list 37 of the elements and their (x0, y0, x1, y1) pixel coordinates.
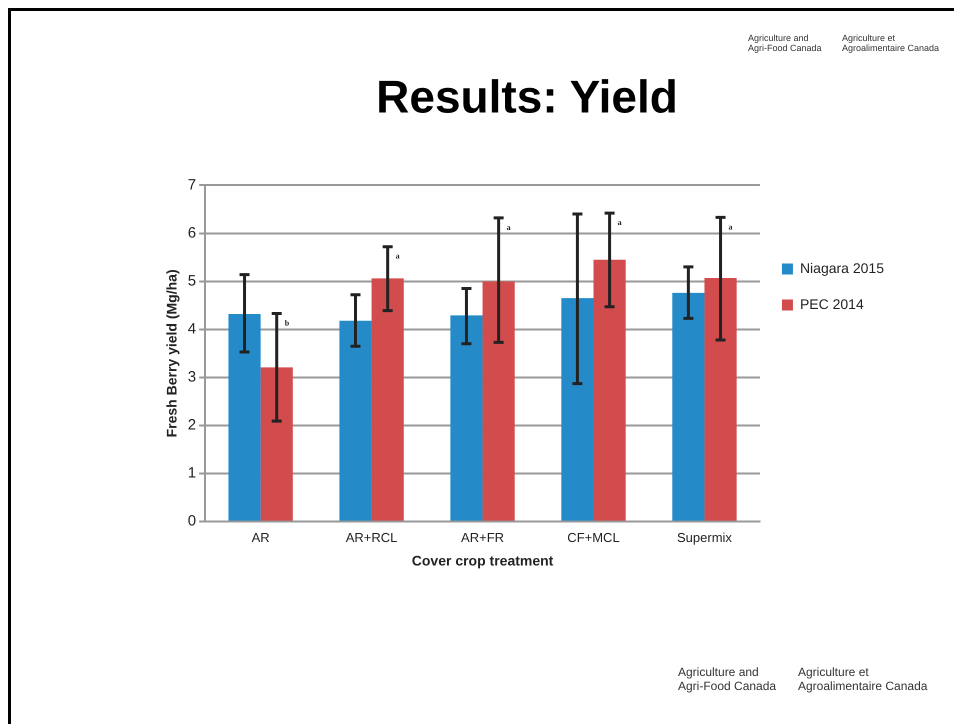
bar (372, 278, 404, 521)
text: Agriculture et Agroalimentaire Canada (798, 665, 928, 693)
annotation: b (284, 318, 290, 328)
bar (482, 281, 515, 521)
y-tick-label: 4 (188, 320, 196, 338)
annotation: a (728, 222, 733, 232)
x-axis-title: Cover crop treatment (412, 552, 554, 568)
bar (260, 367, 293, 521)
bar (672, 292, 704, 521)
annotation: a (618, 218, 622, 228)
y-axis-title: Fresh Berry yield (Mg/ha) (163, 269, 180, 438)
bar (450, 315, 483, 521)
y-tick-label: 3 (188, 368, 196, 386)
chart-title: Results: Yield (376, 70, 678, 122)
x-tick-label: Supermix (677, 530, 732, 545)
text: Agriculture and Agri-Food Canada (678, 665, 778, 693)
x-tick-label: CF+MCL (567, 530, 620, 545)
y-tick-label: 2 (188, 416, 196, 434)
y-tick-label: 5 (188, 272, 196, 290)
legend-label: PEC 2014 (800, 296, 864, 312)
annotation: a (396, 252, 400, 261)
bar (704, 278, 737, 521)
bar (228, 314, 261, 521)
legend-label: Niagara 2015 (800, 260, 884, 276)
annotation: a (506, 222, 511, 232)
text: Agriculture and Agri-Food Canada (748, 33, 823, 53)
y-tick-label: 7 (188, 176, 196, 194)
x-tick-label: AR (252, 530, 270, 545)
y-tick-label: 0 (188, 512, 196, 530)
y-tick-label: 6 (188, 224, 196, 242)
bar (594, 260, 626, 521)
x-tick-label: AR+FR (461, 530, 504, 545)
y-tick-label: 1 (188, 464, 196, 482)
bar (561, 298, 594, 521)
bar (339, 320, 372, 521)
text: Agriculture et Agroalimentaire Canada (842, 33, 940, 53)
x-tick-label: AR+RCL (346, 530, 398, 545)
